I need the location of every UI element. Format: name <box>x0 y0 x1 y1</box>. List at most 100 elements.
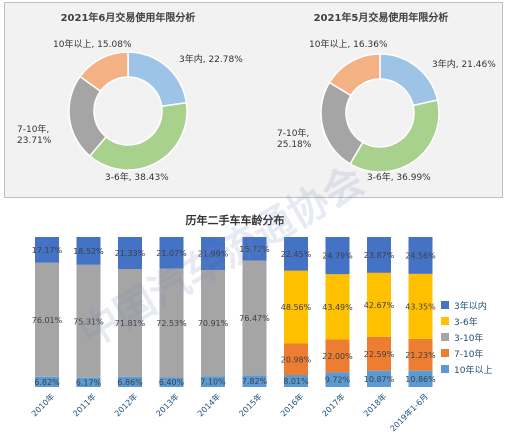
donut-charts <box>68 51 440 173</box>
bar-8-seg-3 <box>367 272 391 337</box>
legend-swatch-0 <box>441 301 449 309</box>
bar-9-label-1: 21.23% <box>405 351 436 360</box>
bar-1-seg-4 <box>76 237 101 265</box>
legend-label-2: 3-10年 <box>454 333 484 344</box>
bar-9-seg-1 <box>408 338 433 371</box>
bar-4-label-2: 70.91% <box>198 319 229 328</box>
bar-1-seg-0 <box>76 377 101 387</box>
legend-swatch-3 <box>441 349 449 357</box>
legend-swatch-1 <box>441 317 449 325</box>
bar-4-label-0: 7.10% <box>200 378 226 387</box>
donut-1-slice-0 <box>379 53 439 107</box>
bar-6-seg-3 <box>284 270 308 344</box>
bar-legend: 3年以内 3-6年 3-10年 7-10年 10年以上 <box>441 297 492 377</box>
bar-5-label-0: 7.82% <box>242 377 268 386</box>
legend-swatch-2 <box>441 333 449 341</box>
legend-item-2: 3-10年 <box>441 329 492 345</box>
legend-item-3: 7-10年 <box>441 345 492 361</box>
donut-1-slice-1 <box>349 99 440 173</box>
bar-3-seg-4 <box>159 237 184 269</box>
bar-2-seg-2 <box>118 268 142 377</box>
legend-label-0: 3年以内 <box>454 301 487 312</box>
bar-6-label-0: 8.01% <box>283 377 309 386</box>
donut-1-slice-2 <box>320 81 364 165</box>
category-label-2: 2012年 <box>112 391 139 418</box>
may-label-3yr: 3年内, 21.46% <box>432 60 496 70</box>
bar-3-label-2: 72.53% <box>156 319 187 328</box>
donut-0-slice-0 <box>127 51 188 108</box>
legend-label-4: 10年以上 <box>454 365 493 376</box>
bar-3-seg-2 <box>159 268 184 378</box>
legend-item-4: 10年以上 <box>441 361 492 377</box>
donut-0-slice-3 <box>79 51 129 93</box>
legend-item-1: 3-6年 <box>441 313 492 329</box>
bar-8-label-3: 42.67% <box>364 301 395 310</box>
bar-9-label-4: 24.56% <box>405 251 436 260</box>
bar-6-seg-4 <box>284 237 308 271</box>
bar-2-label-4: 21.33% <box>115 249 146 258</box>
category-label-6: 2016年 <box>278 391 305 418</box>
bar-2-seg-0 <box>118 376 142 387</box>
bar-8-label-0: 10.87% <box>364 375 395 384</box>
bar-6-label-1: 20.98% <box>281 355 312 364</box>
bar-9-seg-0 <box>408 370 433 387</box>
bar-3-label-0: 6.40% <box>159 378 185 387</box>
category-label-9: 2019年1-6月 <box>388 391 430 433</box>
may-label-10plus: 10年以上, 16.36% <box>309 40 388 50</box>
bar-8-label-4: 23.87% <box>364 251 395 260</box>
bar-7-label-1: 22.00% <box>322 352 353 361</box>
bar-9-label-0: 10.86% <box>405 375 436 384</box>
category-label-5: 2015年 <box>237 391 264 418</box>
category-label-7: 2017年 <box>320 391 347 418</box>
donut-panel: 2021年6月交易使用年限分析 2021年5月交易使用年限分析 3年内, 22.… <box>4 2 503 198</box>
bar-1-label-4: 18.52% <box>73 247 104 256</box>
category-label-1: 2011年 <box>71 391 98 418</box>
donut-0-slice-1 <box>88 101 188 171</box>
bar-7-seg-3 <box>325 274 350 340</box>
bar-7-label-0: 9.72% <box>325 376 351 385</box>
bar-4-seg-0 <box>201 376 225 387</box>
bar-4-seg-4 <box>201 237 225 270</box>
legend-swatch-4 <box>441 365 449 373</box>
bar-9-seg-3 <box>408 273 433 339</box>
bar-1-label-0: 6.17% <box>76 378 102 387</box>
bar-0-seg-4 <box>35 237 59 263</box>
legend-label-1: 3-6年 <box>454 317 478 328</box>
bar-8-seg-1 <box>367 336 391 371</box>
bar-0-seg-2 <box>35 262 59 377</box>
bar-0-label-4: 17.17% <box>32 246 63 255</box>
june-label-3-6yr: 3-6年, 38.43% <box>105 173 169 183</box>
bar-9-seg-4 <box>408 237 433 274</box>
legend-item-0: 3年以内 <box>441 297 492 313</box>
bar-1-seg-2 <box>76 264 101 378</box>
june-label-3yr: 3年内, 22.78% <box>179 55 243 65</box>
category-label-0: 2010年 <box>29 391 56 418</box>
bar-0-label-0: 6.82% <box>34 378 60 387</box>
bar-6-seg-1 <box>284 343 308 375</box>
bar-7-seg-4 <box>325 237 350 275</box>
bar-6-label-3: 48.56% <box>281 303 312 312</box>
donut-title-june: 2021年6月交易使用年限分析 <box>60 13 196 24</box>
bar-7-seg-1 <box>325 339 350 373</box>
donut-title-may: 2021年5月交易使用年限分析 <box>313 13 449 24</box>
bar-6-seg-0 <box>284 374 308 387</box>
bar-0-label-2: 76.01% <box>32 316 63 325</box>
category-label-4: 2014年 <box>195 391 222 418</box>
bar-0-seg-0 <box>35 376 59 387</box>
bar-3-label-4: 21.07% <box>156 249 187 258</box>
donut-1-slice-3 <box>328 53 381 97</box>
bar-6-label-4: 22.45% <box>281 250 312 259</box>
category-label-3: 2013年 <box>154 391 181 418</box>
bar-3-seg-0 <box>159 377 184 387</box>
bar-4-label-4: 21.99% <box>198 249 229 258</box>
bar-8-seg-4 <box>367 237 391 273</box>
bar-7-label-3: 43.49% <box>322 303 353 312</box>
category-label-8: 2018年 <box>361 391 388 418</box>
bar-5-seg-2 <box>242 260 267 376</box>
bar-2-label-0: 6.86% <box>117 378 143 387</box>
may-label-7-10yr: 7-10年, 25.18% <box>277 129 312 150</box>
may-label-3-6yr: 3-6年, 36.99% <box>367 173 431 183</box>
bar-4-seg-2 <box>201 269 225 377</box>
bar-8-label-1: 22.59% <box>364 350 395 359</box>
bar-chart-title: 历年二手车车龄分布 <box>185 214 285 227</box>
